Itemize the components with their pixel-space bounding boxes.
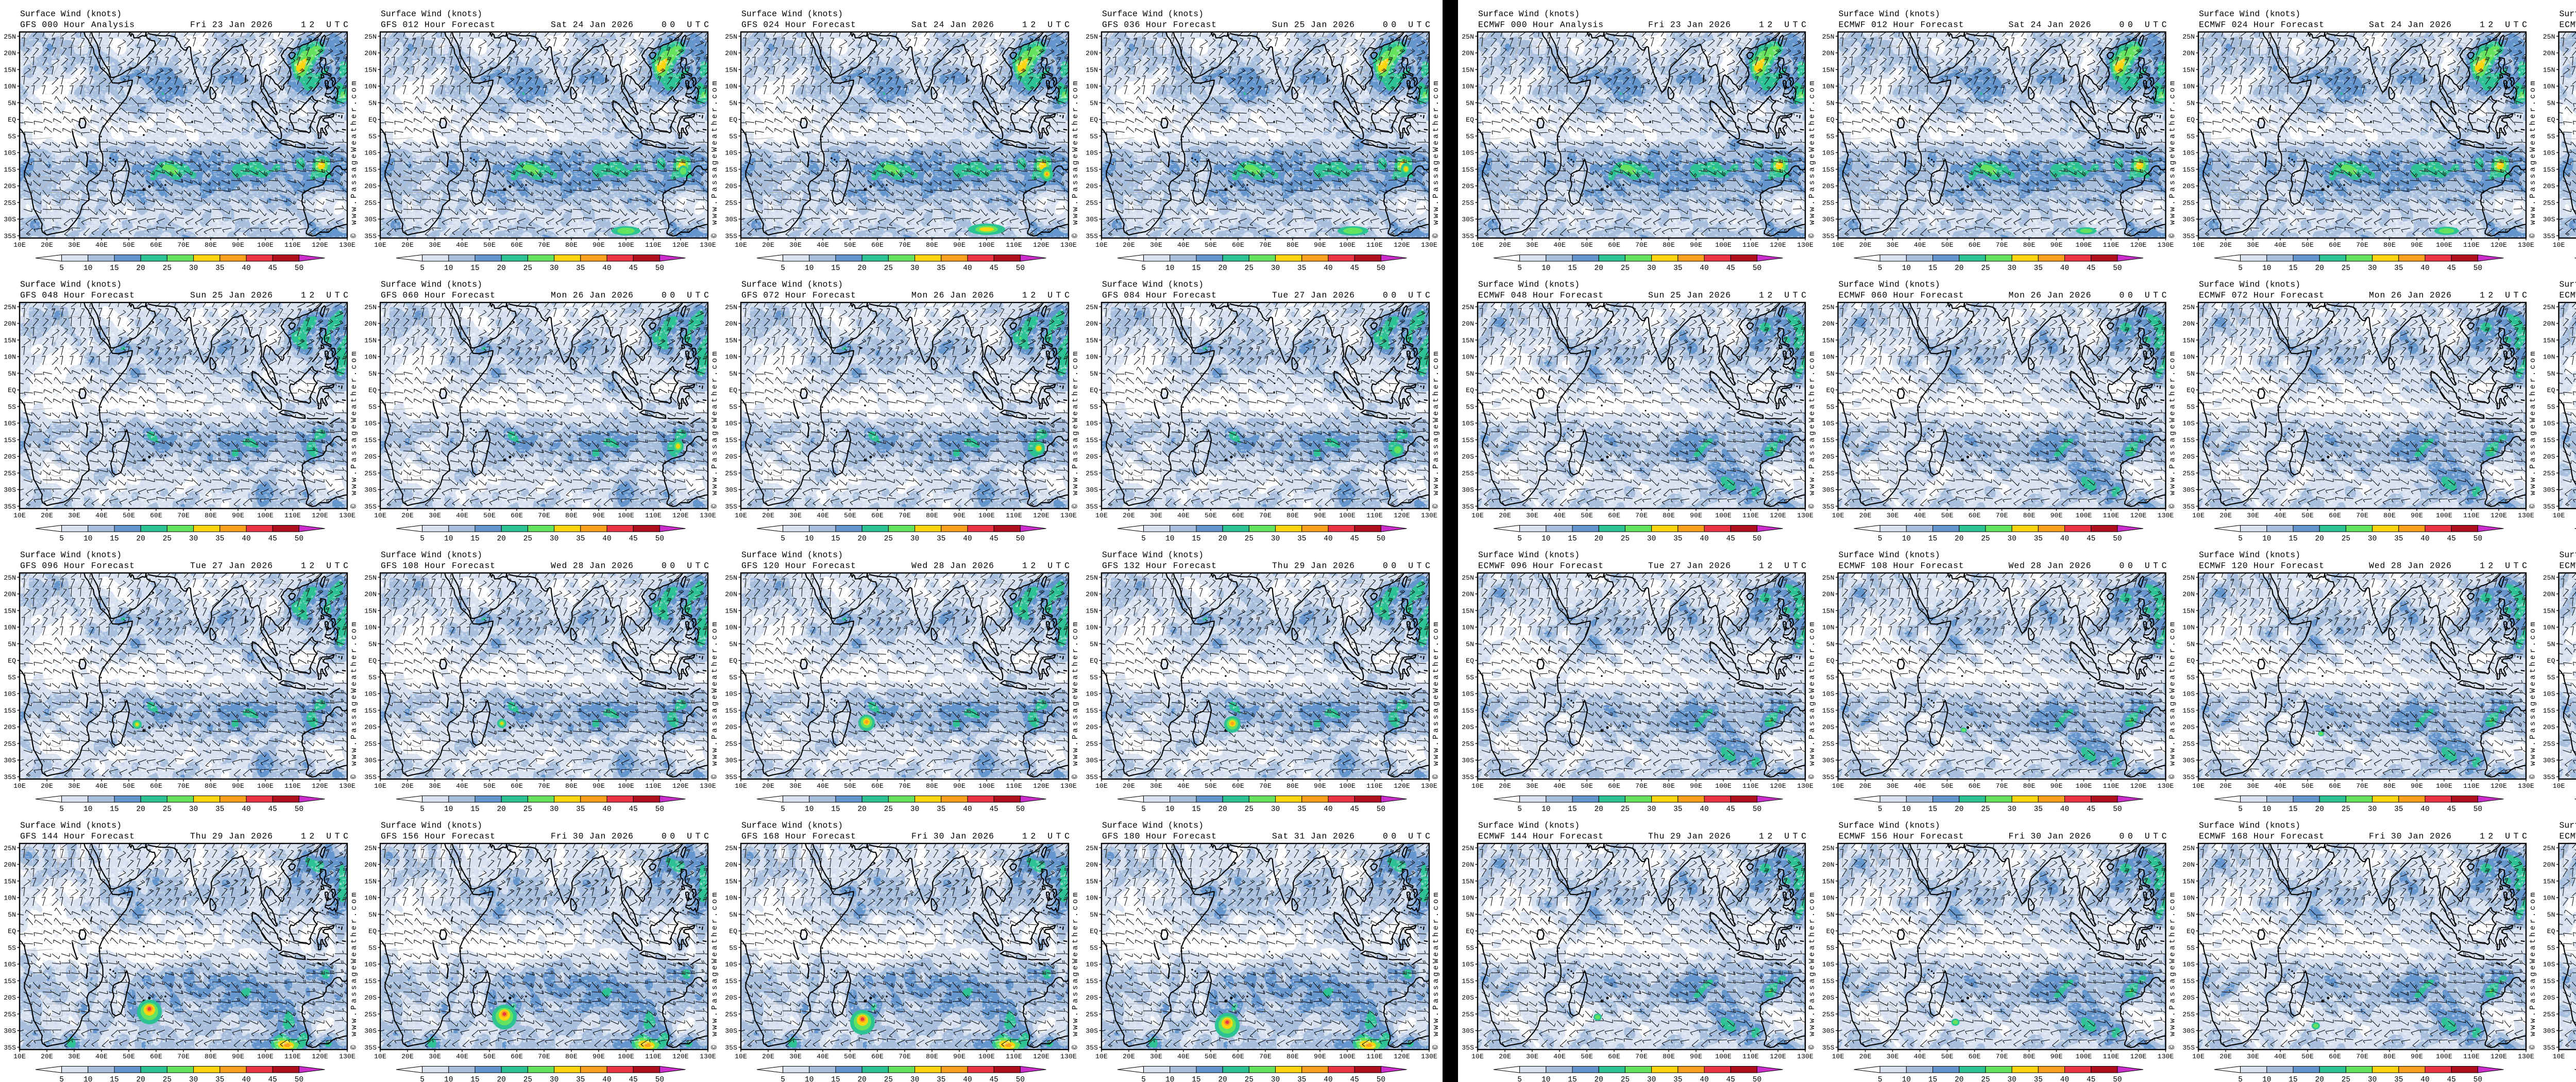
svg-text:Sat 31 Jan 2026: Sat 31 Jan 2026 <box>1272 832 1354 841</box>
svg-text:Sat 24 Jan 2026: Sat 24 Jan 2026 <box>2009 20 2091 30</box>
svg-text:Tue 27 Jan 2026: Tue 27 Jan 2026 <box>1648 561 1731 571</box>
svg-text:Surface Wind (knots): Surface Wind (knots) <box>381 821 482 831</box>
svg-text:ECMWF 108 Hour Forecast: ECMWF 108 Hour Forecast <box>1839 561 1964 571</box>
svg-text:Fri 30 Jan 2026: Fri 30 Jan 2026 <box>551 832 633 841</box>
svg-text:Sun 25 Jan 2026: Sun 25 Jan 2026 <box>1648 291 1731 300</box>
svg-text:GFS 180 Hour Forecast: GFS 180 Hour Forecast <box>1102 832 1216 841</box>
svg-text:Surface Wind (knots): Surface Wind (knots) <box>20 821 122 831</box>
svg-text:Surface Wind (knots): Surface Wind (knots) <box>1839 550 1940 560</box>
svg-text:GFS 060 Hour Forecast: GFS 060 Hour Forecast <box>381 291 495 300</box>
svg-text:Surface Wind (knots): Surface Wind (knots) <box>2199 280 2300 290</box>
svg-text:Fri 23 Jan 2026: Fri 23 Jan 2026 <box>1648 20 1731 30</box>
svg-text:ECMWF 180 Hour Forecast: ECMWF 180 Hour Forecast <box>2560 832 2576 841</box>
svg-text:ECMWF 084 Hour Forecast: ECMWF 084 Hour Forecast <box>2560 291 2576 300</box>
svg-text:Thu 29 Jan 2026: Thu 29 Jan 2026 <box>190 832 273 841</box>
svg-text:Surface Wind (knots): Surface Wind (knots) <box>741 821 843 831</box>
svg-text:Surface Wind (knots): Surface Wind (knots) <box>1839 9 1940 19</box>
svg-text:GFS 120 Hour Forecast: GFS 120 Hour Forecast <box>741 561 856 571</box>
svg-text:GFS 108 Hour Forecast: GFS 108 Hour Forecast <box>381 561 495 571</box>
svg-text:Mon 26 Jan 2026: Mon 26 Jan 2026 <box>551 291 633 300</box>
svg-text:Tue 27 Jan 2026: Tue 27 Jan 2026 <box>1272 291 1354 300</box>
svg-text:ECMWF 048 Hour Forecast: ECMWF 048 Hour Forecast <box>1478 291 1603 300</box>
svg-text:Surface Wind (knots): Surface Wind (knots) <box>1478 280 1580 290</box>
svg-text:Surface Wind (knots): Surface Wind (knots) <box>2199 550 2300 560</box>
svg-text:Sat 24 Jan 2026: Sat 24 Jan 2026 <box>551 20 633 30</box>
svg-text:Fri 23 Jan 2026: Fri 23 Jan 2026 <box>190 20 273 30</box>
svg-text:Surface Wind (knots): Surface Wind (knots) <box>381 9 482 19</box>
svg-text:Surface Wind (knots): Surface Wind (knots) <box>1102 550 1204 560</box>
svg-text:Mon 26 Jan 2026: Mon 26 Jan 2026 <box>2009 291 2091 300</box>
svg-text:ECMWF 060 Hour Forecast: ECMWF 060 Hour Forecast <box>1839 291 1964 300</box>
svg-text:Surface Wind (knots): Surface Wind (knots) <box>741 9 843 19</box>
svg-text:Surface Wind (knots): Surface Wind (knots) <box>1102 821 1204 831</box>
svg-text:GFS 048 Hour Forecast: GFS 048 Hour Forecast <box>20 291 134 300</box>
svg-text:Thu 29 Jan 2026: Thu 29 Jan 2026 <box>1648 832 1731 841</box>
svg-text:GFS 072 Hour Forecast: GFS 072 Hour Forecast <box>741 291 856 300</box>
svg-text:Surface Wind (knots): Surface Wind (knots) <box>381 550 482 560</box>
svg-text:Surface Wind (knots): Surface Wind (knots) <box>741 280 843 290</box>
svg-text:GFS 168 Hour Forecast: GFS 168 Hour Forecast <box>741 832 856 841</box>
svg-text:Surface Wind (knots): Surface Wind (knots) <box>381 280 482 290</box>
svg-text:ECMWF 000 Hour Analysis: ECMWF 000 Hour Analysis <box>1478 20 1603 30</box>
svg-text:GFS 000 Hour Analysis: GFS 000 Hour Analysis <box>20 20 134 30</box>
svg-text:Wed 28 Jan 2026: Wed 28 Jan 2026 <box>2009 561 2091 571</box>
svg-text:ECMWF 168 Hour Forecast: ECMWF 168 Hour Forecast <box>2199 832 2324 841</box>
svg-text:Mon 26 Jan 2026: Mon 26 Jan 2026 <box>2369 291 2451 300</box>
svg-text:Fri 30 Jan 2026: Fri 30 Jan 2026 <box>911 832 994 841</box>
svg-text:Surface Wind (knots): Surface Wind (knots) <box>2560 821 2576 831</box>
svg-text:Surface Wind (knots): Surface Wind (knots) <box>1102 9 1204 19</box>
svg-text:GFS 096 Hour Forecast: GFS 096 Hour Forecast <box>20 561 134 571</box>
svg-text:Surface Wind (knots): Surface Wind (knots) <box>1839 821 1940 831</box>
svg-text:GFS 084 Hour Forecast: GFS 084 Hour Forecast <box>1102 291 1216 300</box>
svg-text:Surface Wind (knots): Surface Wind (knots) <box>1102 280 1204 290</box>
svg-text:Sun 25 Jan 2026: Sun 25 Jan 2026 <box>1272 20 1354 30</box>
svg-text:Surface Wind (knots): Surface Wind (knots) <box>741 550 843 560</box>
svg-text:Sat 24 Jan 2026: Sat 24 Jan 2026 <box>911 20 994 30</box>
svg-text:Fri 30 Jan 2026: Fri 30 Jan 2026 <box>2369 832 2451 841</box>
svg-text:Surface Wind (knots): Surface Wind (knots) <box>1839 280 1940 290</box>
svg-text:GFS 132 Hour Forecast: GFS 132 Hour Forecast <box>1102 561 1216 571</box>
svg-text:Surface Wind (knots): Surface Wind (knots) <box>20 9 122 19</box>
svg-text:ECMWF 072 Hour Forecast: ECMWF 072 Hour Forecast <box>2199 291 2324 300</box>
svg-text:ECMWF 012 Hour Forecast: ECMWF 012 Hour Forecast <box>1839 20 1964 30</box>
svg-text:GFS 012 Hour Forecast: GFS 012 Hour Forecast <box>381 20 495 30</box>
svg-text:Surface Wind (knots): Surface Wind (knots) <box>2560 550 2576 560</box>
svg-text:ECMWF 132 Hour Forecast: ECMWF 132 Hour Forecast <box>2560 561 2576 571</box>
svg-text:ECMWF 096 Hour Forecast: ECMWF 096 Hour Forecast <box>1478 561 1603 571</box>
svg-text:GFS 036 Hour Forecast: GFS 036 Hour Forecast <box>1102 20 1216 30</box>
svg-text:Fri 30 Jan 2026: Fri 30 Jan 2026 <box>2009 832 2091 841</box>
svg-text:Surface Wind (knots): Surface Wind (knots) <box>1478 550 1580 560</box>
svg-text:GFS 024 Hour Forecast: GFS 024 Hour Forecast <box>741 20 856 30</box>
svg-text:Wed 28 Jan 2026: Wed 28 Jan 2026 <box>2369 561 2451 571</box>
svg-text:ECMWF 120 Hour Forecast: ECMWF 120 Hour Forecast <box>2199 561 2324 571</box>
svg-text:Tue 27 Jan 2026: Tue 27 Jan 2026 <box>190 561 273 571</box>
svg-text:Surface Wind (knots): Surface Wind (knots) <box>2199 9 2300 19</box>
svg-text:ECMWF 156 Hour Forecast: ECMWF 156 Hour Forecast <box>1839 832 1964 841</box>
svg-text:Surface Wind (knots): Surface Wind (knots) <box>2560 280 2576 290</box>
svg-text:Surface Wind (knots): Surface Wind (knots) <box>1478 821 1580 831</box>
svg-text:Thu 29 Jan 2026: Thu 29 Jan 2026 <box>1272 561 1354 571</box>
svg-text:Sat 24 Jan 2026: Sat 24 Jan 2026 <box>2369 20 2451 30</box>
svg-text:Wed 28 Jan 2026: Wed 28 Jan 2026 <box>551 561 633 571</box>
svg-text:GFS 156 Hour Forecast: GFS 156 Hour Forecast <box>381 832 495 841</box>
svg-text:ECMWF 024 Hour Forecast: ECMWF 024 Hour Forecast <box>2199 20 2324 30</box>
svg-text:Surface Wind (knots): Surface Wind (knots) <box>20 550 122 560</box>
svg-text:Wed 28 Jan 2026: Wed 28 Jan 2026 <box>911 561 994 571</box>
svg-text:GFS 144 Hour Forecast: GFS 144 Hour Forecast <box>20 832 134 841</box>
svg-text:ECMWF 036 Hour Forecast: ECMWF 036 Hour Forecast <box>2560 20 2576 30</box>
svg-text:ECMWF 144 Hour Forecast: ECMWF 144 Hour Forecast <box>1478 832 1603 841</box>
svg-text:Surface Wind (knots): Surface Wind (knots) <box>2199 821 2300 831</box>
svg-text:Sun 25 Jan 2026: Sun 25 Jan 2026 <box>190 291 273 300</box>
svg-text:Mon 26 Jan 2026: Mon 26 Jan 2026 <box>911 291 994 300</box>
svg-text:Surface Wind (knots): Surface Wind (knots) <box>20 280 122 290</box>
svg-text:Surface Wind (knots): Surface Wind (knots) <box>1478 9 1580 19</box>
svg-text:Surface Wind (knots): Surface Wind (knots) <box>2560 9 2576 19</box>
